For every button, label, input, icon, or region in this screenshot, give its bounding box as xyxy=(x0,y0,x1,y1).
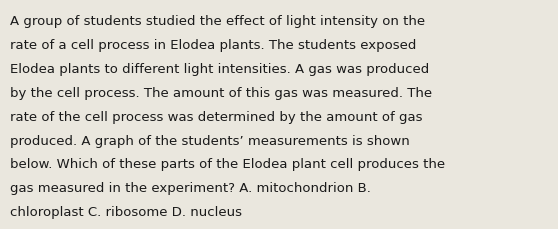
Text: chloroplast C. ribosome D. nucleus: chloroplast C. ribosome D. nucleus xyxy=(10,205,242,218)
Text: Elodea plants to different light intensities. A gas was produced: Elodea plants to different light intensi… xyxy=(10,63,429,76)
Text: rate of the cell process was determined by the amount of gas: rate of the cell process was determined … xyxy=(10,110,422,123)
Text: by the cell process. The amount of this gas was measured. The: by the cell process. The amount of this … xyxy=(10,86,432,99)
Text: below. Which of these parts of the Elodea plant cell produces the: below. Which of these parts of the Elode… xyxy=(10,158,445,171)
Text: gas measured in the experiment? A. mitochondrion B.: gas measured in the experiment? A. mitoc… xyxy=(10,182,371,195)
Text: A group of students studied the effect of light intensity on the: A group of students studied the effect o… xyxy=(10,15,425,28)
Text: produced. A graph of the students’ measurements is shown: produced. A graph of the students’ measu… xyxy=(10,134,410,147)
Text: rate of a cell process in Elodea plants. The students exposed: rate of a cell process in Elodea plants.… xyxy=(10,39,416,52)
